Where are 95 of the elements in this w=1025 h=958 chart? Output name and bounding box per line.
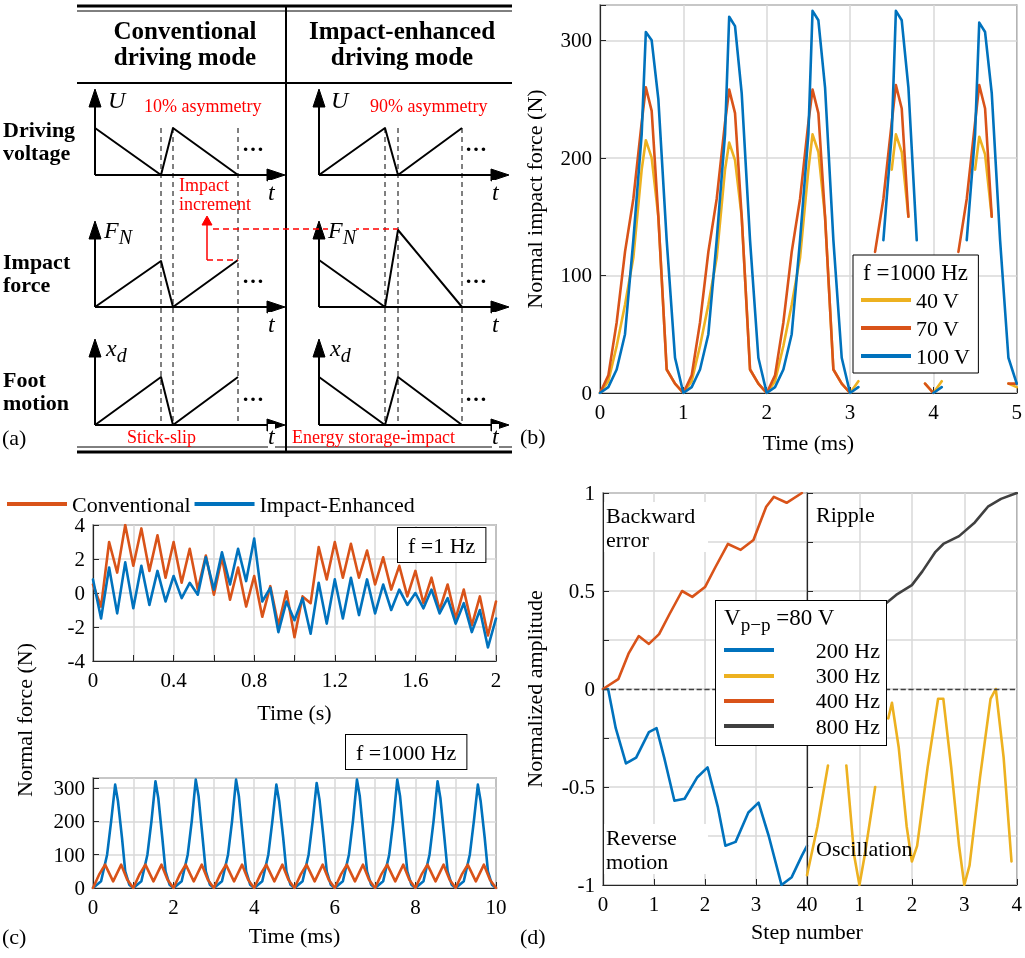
x-axis-title: Time (s) [257,699,332,725]
x-tick-label: 2 [761,399,772,424]
text: U [108,87,126,114]
y-tick-label: -0.5 [561,775,595,799]
text: … [242,381,264,406]
text: (a) [2,425,27,450]
text: (c) [2,923,27,949]
text: 90% asymmetry [370,96,488,116]
annotation: f =1 Hz [408,532,476,558]
text: Foot motion [3,367,70,416]
legend-label: 100 V [916,343,971,369]
y-tick-label: 300 [560,28,592,53]
legend-label: 70 V [916,315,960,341]
x-tick-label: 5 [1011,399,1022,424]
y-tick-label: -4 [67,649,86,673]
annotation: Ripple [816,501,875,527]
x-tick-label: 3 [750,891,762,916]
x-tick-label: 10 [485,894,507,919]
text: (d) [520,923,546,949]
y-tick-label: 0.5 [568,579,595,603]
text: 200 Hz [815,637,880,663]
x-tick-label: 0.8 [241,667,268,692]
y-tick-label: 100 [560,263,592,288]
text: t [492,423,499,450]
y-tick-label: 300 [53,776,85,800]
text: t [492,179,499,206]
text: t [268,179,275,206]
legend-label: 300 Hz [815,662,880,689]
legend-label: 40 V [916,287,960,313]
legend-title: V$_{p−p}$ =80 V [724,605,836,636]
text: x$_{d}$ [106,335,127,366]
text: 10% asymmetry [144,96,262,116]
text: Driving voltage [3,117,77,166]
x-tick-label: 1.6 [402,667,429,692]
text: t [492,311,499,338]
x-tick-label: 3 [844,399,856,424]
text: … [465,131,487,156]
text: U [331,87,349,114]
text: Conventional driving mode [112,17,258,71]
y-tick-label: 200 [560,145,592,170]
x-tick-label: 1 [854,891,865,916]
text: Energy storage-impact [292,427,456,447]
y-axis-title: Normal impact force (N) [521,89,547,309]
legend-title: f =1000 Hz [863,260,968,285]
x-tick-label: 1 [648,891,660,916]
x-tick-label: 4 [928,399,940,424]
text: (b) [520,423,546,449]
text: … [465,381,487,406]
x-axis-title: Time (ms) [762,429,855,455]
text: … [242,263,264,288]
x-tick-label: 0.4 [160,667,188,692]
x-tick-label: 2 [906,891,918,916]
y-tick-label: 0 [74,581,85,605]
x-tick-label: 8 [410,894,421,919]
text: F$_{N}$ [104,217,133,248]
x-tick-label: 4 [248,894,260,919]
x-axis-title: Time (ms) [248,922,341,948]
x-tick-label: 3 [959,891,970,916]
text: Stick-slip [127,427,197,447]
legend-label: Impact-Enhanced [259,491,415,517]
x-tick-label: 1.2 [321,667,348,692]
x-tick-label: 6 [329,894,341,919]
y-tick-label: 2 [74,547,85,571]
y-tick-label: -1 [577,873,595,897]
y-axis-title: Normal force (N) [12,643,38,797]
line-series [91,537,498,649]
text: 400 Hz [815,688,880,714]
x-tick-label: 2 [699,891,711,916]
y-axis-title: Normalized amplitude [521,590,547,788]
text: f =1000 Hz [356,739,457,765]
x-axis-title: Step number [751,919,863,945]
x-tick-label: 0 [807,891,818,916]
text: Impact-enhanced driving mode [307,17,497,71]
text: Impact increment [179,175,251,214]
text: x$_{d}$ [330,335,351,366]
y-tick-label: 0 [74,876,85,900]
legend-label: 800 Hz [815,713,880,739]
text: … [242,131,264,156]
x-tick-label: 2 [168,894,179,919]
y-tick-label: 1 [584,481,595,505]
x-tick-label: 4 [1011,891,1023,916]
text: t [268,311,275,338]
x-tick-label: 1 [678,399,689,424]
annotation: Reverse motion [606,824,683,874]
x-tick-label: 2 [490,667,502,692]
text: t [268,423,275,450]
text: Impact force [3,249,72,298]
y-tick-label: 200 [53,809,85,834]
text: … [465,263,487,288]
y-tick-label: -2 [67,615,85,639]
text: F$_{N}$ [328,217,357,248]
annotation: Backward error [606,502,701,552]
y-tick-label: 100 [53,842,85,867]
x-tick-label: 4 [796,891,808,916]
y-tick-label: 0 [581,381,592,405]
